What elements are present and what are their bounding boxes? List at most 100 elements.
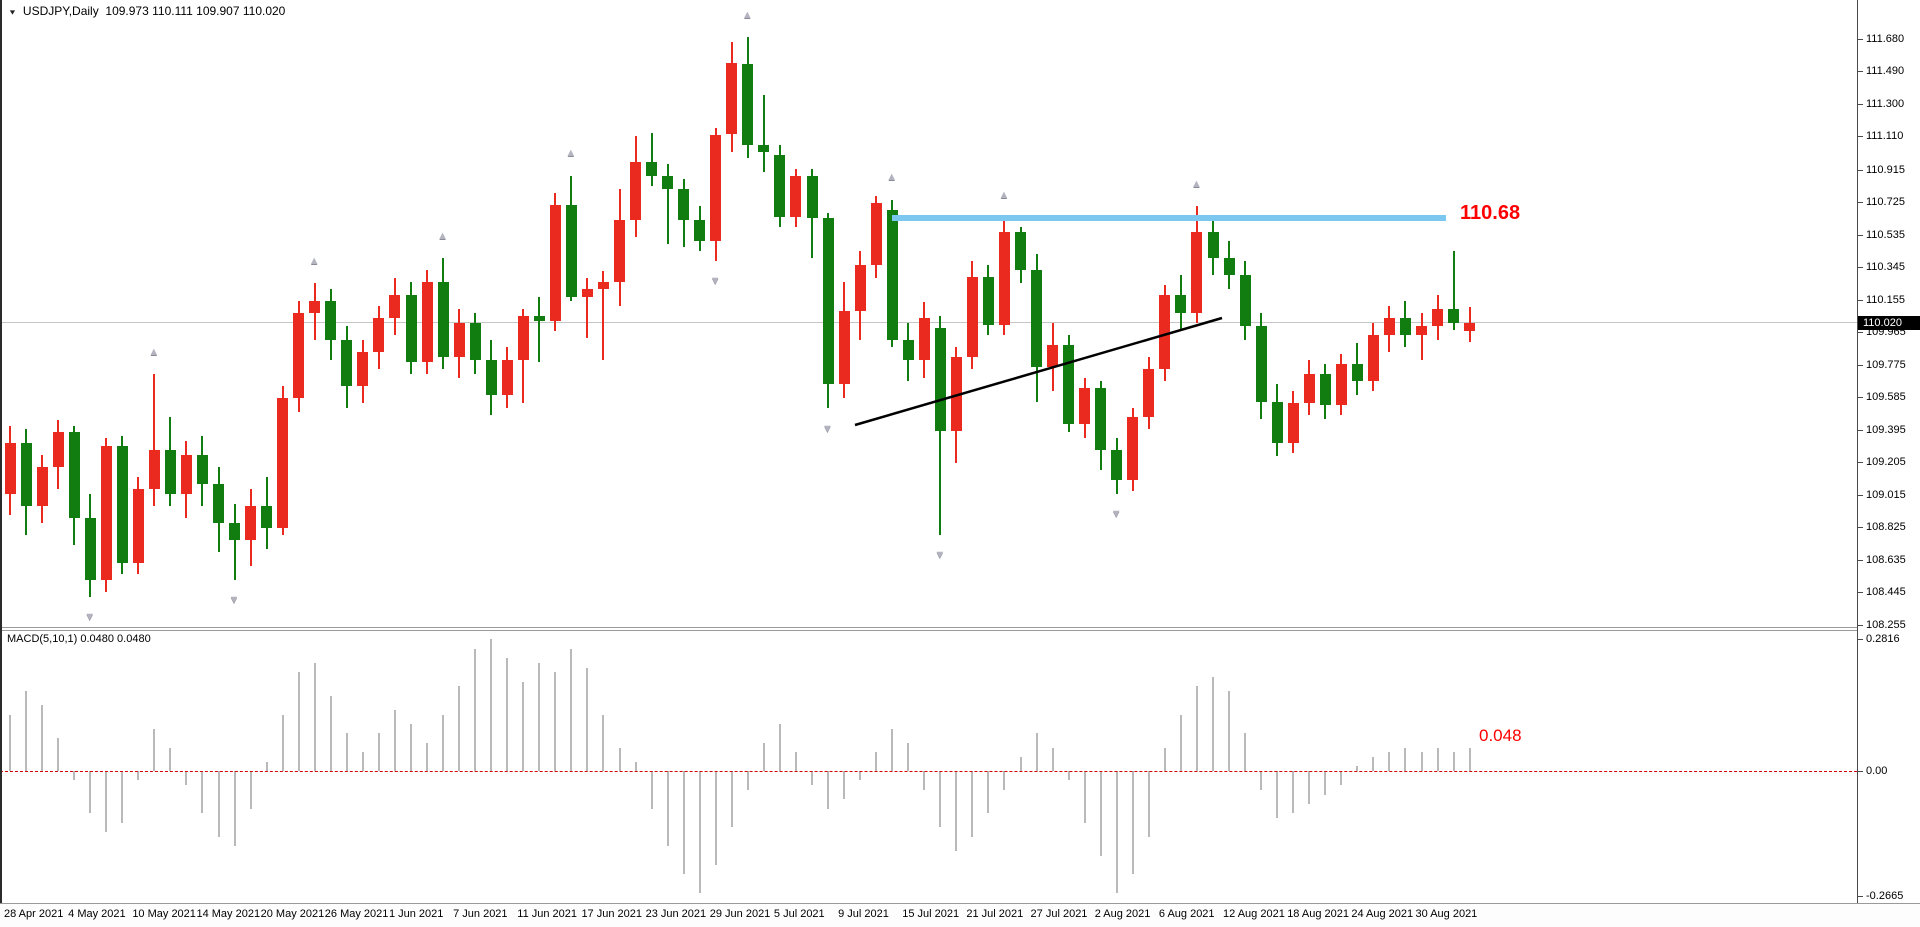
fractal-up-icon: ▲	[308, 255, 320, 268]
resistance-price-label[interactable]: 110.68	[1460, 202, 1521, 224]
candle	[1079, 387, 1091, 424]
price-axis-tick	[1858, 625, 1863, 626]
candle	[52, 432, 64, 467]
macd-axis-label: -0.2665	[1866, 890, 1904, 903]
price-axis-tick	[1858, 234, 1863, 236]
macd-histogram-bar	[201, 771, 204, 814]
time-axis[interactable]: 28 Apr 2021 4 May 2021 10 May 2021 14 May 2…	[0, 904, 1920, 927]
macd-histogram-bar	[249, 771, 252, 809]
symbol-dropdown-arrow-icon[interactable]: ▼	[8, 8, 17, 16]
candle	[1432, 309, 1444, 327]
candle	[437, 281, 449, 358]
macd-histogram-bar	[971, 771, 974, 837]
macd-histogram-bar	[1035, 733, 1038, 771]
time-axis-label: 30 Aug 2021	[1415, 908, 1478, 920]
candle	[1416, 326, 1428, 335]
macd-histogram-bar	[153, 728, 156, 771]
time-axis-label: 26 May 2021	[324, 908, 389, 920]
time-axis-label: 18 Aug 2021	[1287, 908, 1349, 920]
macd-axis-tick	[1858, 638, 1863, 640]
candle-wick	[153, 374, 156, 506]
macd-histogram-bar	[859, 771, 862, 781]
candle	[614, 220, 626, 282]
macd-histogram-bar	[939, 771, 942, 828]
candle	[1448, 309, 1460, 323]
price-axis-label: 111.300	[1866, 97, 1905, 110]
candle	[1335, 363, 1347, 405]
candle	[902, 339, 914, 361]
macd-histogram-bar	[762, 742, 765, 771]
price-axis-label: 110.345	[1866, 261, 1905, 274]
macd-histogram-bar	[891, 728, 894, 771]
macd-histogram-bar	[538, 662, 541, 771]
macd-histogram-bar	[1404, 747, 1407, 771]
macd-histogram-bar	[1147, 771, 1150, 837]
candle	[581, 288, 593, 298]
resistance-line[interactable]	[892, 215, 1446, 221]
macd-indicator-label: MACD(5,10,1) 0.0480 0.0480	[7, 633, 151, 645]
candle	[694, 220, 706, 241]
macd-histogram-bar	[827, 771, 830, 809]
candle	[373, 317, 385, 352]
macd-histogram-bar	[1340, 771, 1343, 786]
macd-indicator-pane[interactable]: 0.048	[0, 630, 1857, 903]
candle	[1063, 345, 1075, 424]
macd-zero-line	[0, 771, 1857, 772]
price-axis-tick	[1858, 462, 1863, 464]
candle	[918, 317, 930, 361]
main-chart-pane[interactable]: ▲ ▲ ▲ ▲ ▲ ▲ ▲ ▲ ▼ ▼ ▼ ▼ ▼ ▼ 110.68	[0, 0, 1857, 627]
candle	[469, 322, 481, 361]
candle	[630, 161, 642, 221]
trendline[interactable]	[0, 0, 1857, 627]
macd-histogram-bar	[1324, 771, 1327, 795]
macd-axis-label: 0.00	[1866, 765, 1888, 777]
price-axis-label: 110.915	[1866, 163, 1905, 176]
macd-histogram-bar	[25, 691, 28, 771]
candle	[758, 144, 770, 152]
candle	[565, 204, 577, 298]
candle	[950, 357, 962, 431]
macd-histogram-bar	[89, 771, 92, 814]
candle	[196, 454, 208, 484]
fractal-up-icon: ▲	[565, 147, 577, 160]
price-axis-label: 110.535	[1866, 228, 1905, 241]
candle	[1191, 232, 1203, 313]
macd-histogram-bar	[281, 714, 284, 771]
candle	[1047, 345, 1059, 368]
candle	[341, 339, 353, 387]
candle	[501, 360, 513, 395]
macd-histogram-bar	[1420, 752, 1423, 771]
candle	[132, 488, 144, 563]
candle	[4, 442, 16, 495]
candle	[597, 281, 609, 289]
candle	[164, 449, 176, 495]
macd-histogram-bar	[987, 771, 990, 814]
macd-histogram-bar	[1131, 771, 1134, 875]
macd-axis-label: 0.2816	[1866, 632, 1900, 645]
candle	[854, 264, 866, 311]
candle	[822, 218, 834, 385]
price-axis[interactable]: 111.680 111.490 111.300 111.110 110.915 110.7…	[1857, 0, 1920, 903]
macd-current-value-label[interactable]: 0.048	[1479, 726, 1522, 745]
macd-histogram-bar	[1083, 771, 1086, 823]
candle	[870, 202, 882, 265]
macd-histogram-bar	[265, 761, 268, 771]
candle	[1255, 326, 1267, 402]
macd-histogram-bar	[377, 733, 380, 771]
macd-histogram-bar	[778, 724, 781, 771]
price-axis-label: 111.490	[1866, 65, 1905, 78]
price-axis-label: 109.775	[1866, 358, 1906, 371]
macd-histogram-bar	[393, 709, 396, 771]
fractal-up-icon: ▲	[998, 188, 1010, 201]
pane-separator-top[interactable]	[0, 627, 1920, 628]
pane-separator-bottom[interactable]	[0, 630, 1920, 631]
candle	[662, 175, 674, 190]
macd-histogram-bar	[811, 771, 813, 786]
macd-histogram-bar	[105, 771, 108, 833]
candle-wick	[650, 132, 653, 186]
candle-wick	[233, 504, 236, 580]
macd-histogram-bar	[442, 714, 445, 771]
candle	[806, 175, 818, 219]
candle	[1383, 317, 1395, 335]
